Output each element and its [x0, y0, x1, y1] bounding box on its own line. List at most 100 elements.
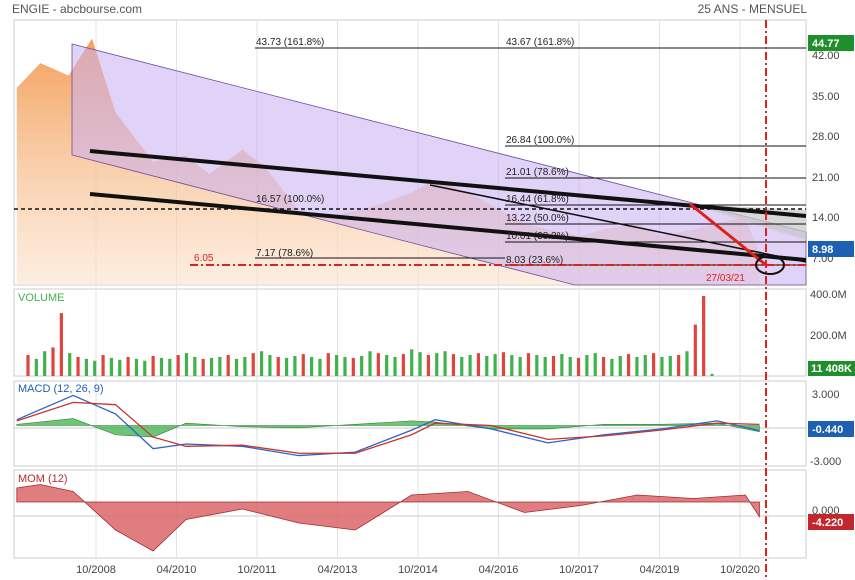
volume-bar: [301, 354, 305, 376]
volume-bar: [593, 353, 597, 376]
volume-bar: [343, 356, 347, 376]
volume-bar: [159, 357, 164, 376]
y-tick-label: 200.0M: [810, 330, 847, 342]
volume-bar: [251, 353, 255, 376]
volume-bar: [468, 355, 472, 376]
x-tick-label: 10/2011: [238, 564, 277, 576]
badge-last: 8.98: [808, 241, 854, 257]
volume-bar: [518, 356, 522, 376]
volume-bar: [68, 353, 72, 376]
volume-bar: [284, 357, 289, 376]
volume-bar: [501, 352, 506, 376]
volume-bar: [626, 354, 631, 376]
volume-bar: [610, 358, 614, 376]
volume-bar: [576, 357, 581, 376]
volume-bar: [677, 355, 681, 376]
volume-bar: [568, 356, 572, 376]
svg-text:11 408K: 11 408K: [811, 363, 852, 375]
fib-label: 8.03 (23.6%): [506, 255, 563, 266]
svg-text:44.77: 44.77: [812, 38, 840, 50]
volume-bar: [326, 353, 330, 376]
volume-bar: [34, 358, 38, 376]
volume-bar: [702, 296, 706, 376]
trendline-lower: [89, 192, 807, 262]
target-date-label: 27/03/21: [706, 273, 745, 284]
volume-bar: [209, 357, 214, 376]
volume-bar: [360, 356, 364, 376]
fib-label: 43.67 (161.8%): [506, 37, 574, 48]
volume-title: VOLUME: [18, 292, 64, 304]
volume-bar: [243, 356, 247, 376]
volume-bar: [351, 357, 355, 376]
x-tick-label: 10/2008: [76, 564, 116, 576]
volume-bar: [201, 358, 205, 376]
x-tick-label: 04/2019: [640, 564, 680, 576]
volume-bar: [393, 356, 397, 376]
y-tick-label: 400.0M: [810, 289, 847, 301]
volume-bar: [601, 356, 606, 376]
x-tick-label: 04/2010: [157, 564, 197, 576]
volume-bar: [168, 358, 172, 376]
volume-bar: [310, 356, 314, 376]
volume-bar: [685, 351, 689, 376]
volume-bar: [151, 356, 155, 376]
volume-bar: [76, 356, 80, 376]
volume-bar: [51, 347, 55, 376]
volume-panel-frame: [13, 288, 807, 377]
volume-bar: [101, 355, 105, 376]
fibonacci-lines: [14, 47, 806, 266]
fib-label: 16.57 (100.0%): [256, 194, 324, 205]
target-ellipse: [755, 255, 785, 275]
signal-line: [16, 401, 760, 454]
price-area: [16, 38, 760, 285]
volume-bar: [84, 358, 88, 376]
red-projection-arrow: [689, 202, 767, 267]
volume-bar: [376, 353, 380, 376]
y-tick-label: 21.00: [812, 172, 840, 184]
y-tick-label: 28.00: [812, 131, 840, 143]
volume-bar: [134, 358, 139, 376]
fib-label: 43.73 (161.8%): [256, 37, 324, 48]
macd-panel-frame: [13, 380, 807, 467]
x-tick-label: 10/2020: [720, 564, 760, 576]
y-tick-label: 3.000: [812, 389, 840, 401]
macd-title: MACD (12, 26, 9): [18, 383, 104, 395]
mom-panel-frame: [13, 469, 807, 559]
volume-bars: [26, 296, 714, 376]
fib-label: 7.17 (78.6%): [256, 248, 313, 259]
volume-bar: [510, 355, 514, 376]
volume-bar: [293, 356, 297, 376]
volume-bar: [443, 351, 447, 376]
x-tick-label: 10/2014: [398, 564, 438, 576]
source-title: ENGIE - abcbourse.com: [12, 2, 143, 16]
badge-volume: 11 408K: [808, 361, 855, 376]
fib-label: 13.22 (50.0%): [506, 213, 569, 224]
badge-mom: -4.220: [808, 514, 854, 530]
volume-bar: [276, 356, 280, 376]
volume-bar: [43, 351, 47, 376]
period-label: 25 ANS - MENSUEL: [697, 2, 807, 16]
volume-bar: [193, 356, 197, 376]
volume-bar: [268, 355, 272, 376]
volume-bar: [126, 356, 130, 376]
macd-line: [16, 394, 760, 457]
volume-bar: [109, 357, 114, 376]
price-y-axis: 42.00 35.00 28.00 21.00 14.00 7.00: [812, 50, 840, 265]
volume-bar: [643, 355, 647, 376]
momentum-area: [16, 484, 760, 552]
badge-macd: -0.440: [808, 421, 854, 437]
volume-bar: [451, 354, 456, 376]
volume-bar: [660, 356, 664, 376]
x-tick-label: 04/2016: [479, 564, 519, 576]
volume-bar: [418, 352, 422, 376]
volume-bar: [218, 356, 222, 376]
svg-text:-4.220: -4.220: [812, 517, 843, 529]
volume-bar: [143, 360, 147, 376]
y-tick-label: 14.00: [812, 212, 840, 224]
y-tick-label: 42.00: [812, 50, 840, 62]
volume-bar: [585, 355, 589, 376]
volume-bar: [560, 354, 564, 376]
volume-bar: [476, 353, 481, 376]
volume-bar: [485, 356, 489, 376]
